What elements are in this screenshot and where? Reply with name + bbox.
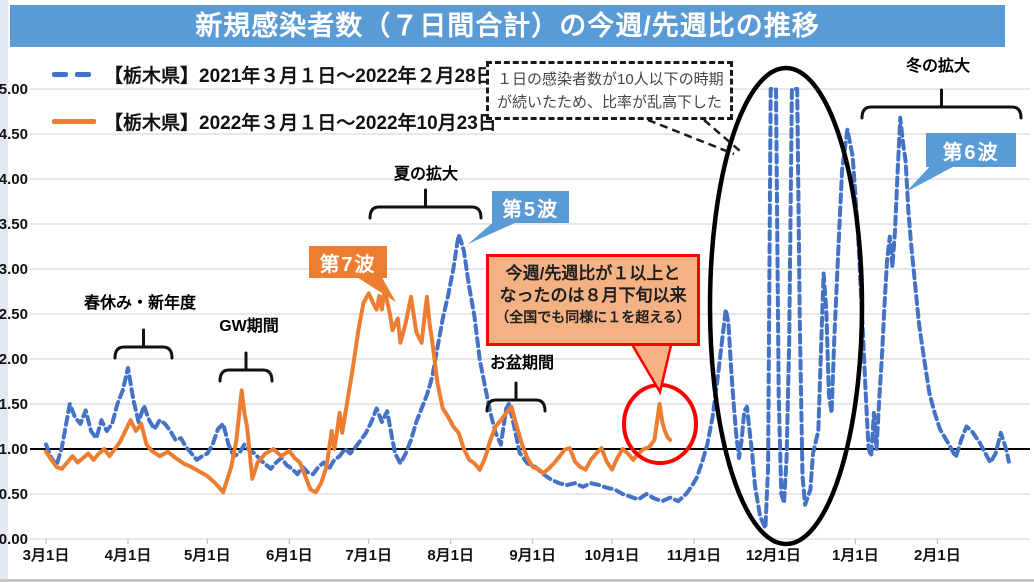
annotation-winter-expansion: 冬の拡大 (905, 58, 971, 75)
svg-text:4.50: 4.50 (0, 126, 28, 143)
legend-item-2022: 【栃木県】2022年３月１日～2022年10月23日 (52, 104, 497, 138)
svg-text:3.50: 3.50 (0, 216, 28, 233)
badge-wave-6: 第6波 (926, 133, 1016, 167)
badge-wave-7: 第7波 (309, 246, 387, 278)
svg-text:5.00: 5.00 (0, 81, 28, 98)
annotation-gw-period: GW期間 (219, 318, 279, 335)
svg-text:2月1日: 2月1日 (914, 547, 961, 564)
badge-wave-5: 第5波 (492, 191, 569, 223)
svg-text:1.50: 1.50 (0, 396, 28, 413)
svg-text:3.00: 3.00 (0, 261, 28, 278)
legend-marker-blue-dashed (52, 71, 104, 77)
callout-ratio-volatility-note: １日の感染者数が10人以下の時期 が続いたため、比率が乱高下した (486, 61, 733, 120)
legend-item-2021: 【栃木県】2021年３月１日～2022年２月28日 (52, 57, 497, 91)
svg-text:9月1日: 9月1日 (509, 547, 556, 564)
svg-text:6月1日: 6月1日 (266, 547, 313, 564)
callout-line: （全国でも同様に１を超える） (495, 308, 691, 325)
annotation-summer-expansion: 夏の拡大 (393, 166, 459, 183)
callout-line: 今週/先週比が１以上と (505, 264, 681, 283)
callout-line: １日の感染者数が10人以下の時期 (497, 71, 724, 88)
svg-text:0.50: 0.50 (0, 486, 28, 503)
svg-text:1月1日: 1月1日 (832, 547, 879, 564)
svg-text:5月1日: 5月1日 (184, 547, 231, 564)
annotation-spring-break: 春休み・新年度 (83, 295, 197, 312)
svg-text:2.00: 2.00 (0, 351, 28, 368)
svg-text:1.00: 1.00 (0, 441, 28, 458)
legend-marker-orange-solid (52, 118, 104, 124)
svg-text:0.00: 0.00 (0, 531, 28, 548)
svg-text:3月1日: 3月1日 (23, 547, 70, 564)
svg-text:8月1日: 8月1日 (427, 547, 474, 564)
legend-label-2021: 【栃木県】2021年３月１日～2022年２月28日 (104, 65, 495, 87)
svg-text:4.00: 4.00 (0, 171, 28, 188)
legend-label-2022: 【栃木県】2022年３月１日～2022年10月23日 (104, 112, 497, 134)
callout-line: が続いたため、比率が乱高下した (497, 93, 723, 111)
annotation-obon-period: お盆期間 (489, 355, 555, 372)
page-title: 新規感染者数（７日間合計）の今週/先週比の推移 (10, 5, 1005, 47)
callout-ratio-above-one: 今週/先週比が１以上と なったのは８月下旬以来 （全国でも同様に１を超える） (486, 254, 700, 346)
svg-text:11月1日: 11月1日 (667, 547, 721, 564)
svg-text:2.50: 2.50 (0, 306, 28, 323)
callout-line: なったのは８月下旬以来 (499, 286, 687, 306)
svg-text:4月1日: 4月1日 (105, 547, 152, 564)
svg-text:12月1日: 12月1日 (746, 547, 801, 564)
slide-left-margin (0, 0, 8, 579)
legend: 【栃木県】2021年３月１日～2022年２月28日 【栃木県】2022年３月１日… (52, 57, 497, 151)
svg-text:10月1日: 10月1日 (584, 547, 639, 564)
svg-text:7月1日: 7月1日 (345, 547, 392, 564)
